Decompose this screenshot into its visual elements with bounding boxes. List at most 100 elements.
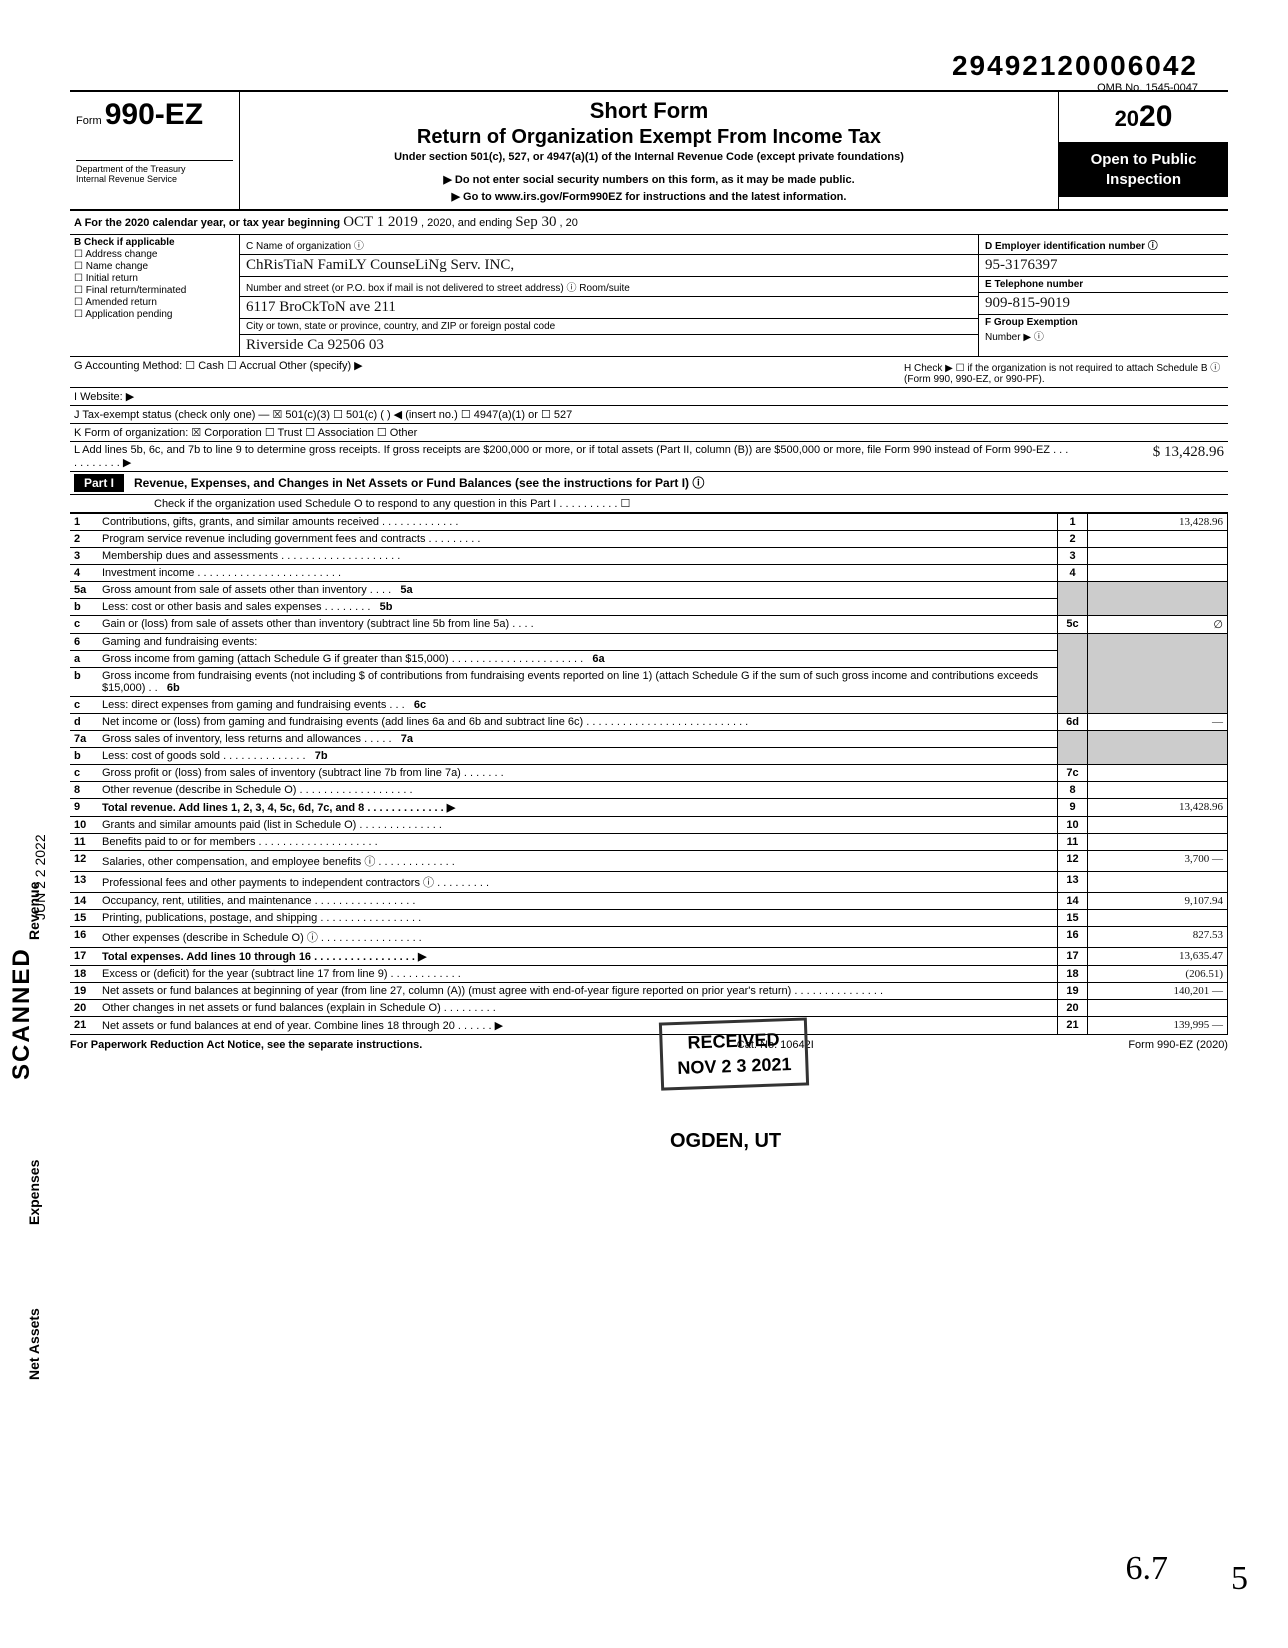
ln-20-txt: Other changes in net assets or fund bala… — [98, 1000, 1058, 1017]
ln-21-txt: Net assets or fund balances at end of ye… — [98, 1017, 1058, 1035]
group-exempt-number: Number ▶ ⓘ — [985, 332, 1044, 343]
phone-value: 909-815-9019 — [985, 295, 1070, 311]
row-g-accounting: G Accounting Method: ☐ Cash ☐ Accrual Ot… — [74, 359, 894, 385]
ln-10-no: 10 — [70, 817, 98, 834]
ln-5ab-shade — [1058, 582, 1088, 616]
row-a-mid: , 2020, and ending — [421, 217, 512, 229]
ln-5c-no: c — [70, 616, 98, 634]
ln-5b-txt: Less: cost or other basis and sales expe… — [102, 601, 370, 613]
footer-left: For Paperwork Reduction Act Notice, see … — [70, 1039, 422, 1051]
ln-16-txt: Other expenses (describe in Schedule O) … — [98, 927, 1058, 948]
addr-value: 6117 BroCkToN ave 211 — [246, 299, 396, 316]
ln-4-txt: Investment income . . . . . . . . . . . … — [98, 565, 1058, 582]
ln-7a-no: 7a — [70, 731, 98, 748]
stamp-ogden: OGDEN, UT — [670, 1130, 781, 1153]
title-return: Return of Organization Exempt From Incom… — [248, 126, 1050, 149]
stamp-received: RECEIVED — [687, 1029, 780, 1052]
page-mark-a: 6.7 — [1126, 1550, 1169, 1588]
ln-5c-txt: Gain or (loss) from sale of assets other… — [98, 616, 1058, 634]
ln-6-shade — [1058, 634, 1088, 714]
cb-final-return[interactable]: Final return/terminated — [74, 285, 235, 296]
dept-irs: Internal Revenue Service — [76, 175, 233, 185]
form-number: 990-EZ — [105, 98, 203, 131]
ln-13-amt — [1088, 872, 1228, 893]
group-exempt-label: F Group Exemption — [985, 317, 1078, 328]
ln-6c-txt: Less: direct expenses from gaming and fu… — [102, 699, 405, 711]
ln-2-amt — [1088, 531, 1228, 548]
ln-7b-txt: Less: cost of goods sold . . . . . . . .… — [102, 750, 306, 762]
row-a-label: A For the 2020 calendar year, or tax yea… — [74, 217, 340, 229]
ln-7a-txt: Gross sales of inventory, less returns a… — [102, 733, 392, 745]
ln-7ab-shade-amt — [1088, 731, 1228, 765]
open-public-1: Open to Public — [1091, 151, 1197, 168]
ln-14-no: 14 — [70, 893, 98, 910]
ln-16-amt: 827.53 — [1088, 927, 1228, 948]
note-url: ▶ Go to www.irs.gov/Form990EZ for instru… — [248, 190, 1050, 203]
city-value: Riverside Ca 92506 03 — [246, 337, 384, 354]
ln-18-txt: Excess or (deficit) for the year (subtra… — [98, 966, 1058, 983]
ln-3-txt: Membership dues and assessments . . . . … — [98, 548, 1058, 565]
row-a-tail: , 20 — [560, 217, 578, 229]
ln-13-no: 13 — [70, 872, 98, 893]
ln-14-txt: Occupancy, rent, utilities, and maintena… — [98, 893, 1058, 910]
ln-18-amt: (206.51) — [1088, 966, 1228, 983]
org-name-value: ChRisTiaN FamiLY CounseLiNg Serv. INC, — [246, 257, 514, 274]
ln-9-amt: 13,428.96 — [1088, 799, 1228, 817]
ln-21-no: 21 — [70, 1017, 98, 1035]
row-k-form-org: K Form of organization: ☒ Corporation ☐ … — [74, 426, 417, 439]
ln-11-no: 11 — [70, 834, 98, 851]
cb-address-change[interactable]: Address change — [74, 249, 235, 260]
ln-19-amt: 140,201 — — [1088, 983, 1228, 1000]
form-prefix: Form — [76, 115, 102, 127]
org-name-label: C Name of organization ⓘ — [246, 237, 364, 252]
ln-11-txt: Benefits paid to or for members . . . . … — [98, 834, 1058, 851]
ln-20-amt — [1088, 1000, 1228, 1017]
ln-13-txt: Professional fees and other payments to … — [98, 872, 1058, 893]
phone-label: E Telephone number — [985, 279, 1083, 290]
part-1-table: 1Contributions, gifts, grants, and simil… — [70, 513, 1228, 1035]
ln-14-amt: 9,107.94 — [1088, 893, 1228, 910]
ln-19-txt: Net assets or fund balances at beginning… — [98, 983, 1058, 1000]
cb-application-pending[interactable]: Application pending — [74, 309, 235, 320]
ln-6b-no: b — [70, 668, 98, 697]
cb-name-change[interactable]: Name change — [74, 261, 235, 272]
ein-label: D Employer identification number ⓘ — [985, 241, 1158, 252]
part-1-check: Check if the organization used Schedule … — [74, 497, 630, 510]
ln-2-txt: Program service revenue including govern… — [98, 531, 1058, 548]
form-header: Form 990-EZ Department of the Treasury I… — [70, 90, 1228, 211]
ln-8-no: 8 — [70, 782, 98, 799]
ln-6b-txt: Gross income from fundraising events (no… — [102, 670, 1038, 694]
ln-3-no: 3 — [70, 548, 98, 565]
ln-9-txt: Total revenue. Add lines 1, 2, 3, 4, 5c,… — [102, 802, 455, 814]
ln-19-no: 19 — [70, 983, 98, 1000]
ln-6c-no: c — [70, 697, 98, 714]
ln-7c-txt: Gross profit or (loss) from sales of inv… — [98, 765, 1058, 782]
part-1-title: Revenue, Expenses, and Changes in Net As… — [134, 474, 704, 492]
ln-21-amt: 139,995 — — [1088, 1017, 1228, 1035]
row-l-gross-receipts: L Add lines 5b, 6c, and 7b to line 9 to … — [74, 444, 1074, 469]
ln-10-amt — [1088, 817, 1228, 834]
title-short-form: Short Form — [248, 98, 1050, 124]
ln-15-no: 15 — [70, 910, 98, 927]
ln-6d-amt: — — [1088, 714, 1228, 731]
tax-year-end: Sep 30 — [515, 214, 556, 230]
year-suffix: 20 — [1139, 100, 1172, 133]
cb-initial-return[interactable]: Initial return — [74, 273, 235, 284]
ln-17-amt: 13,635.47 — [1088, 948, 1228, 966]
scan-date: JUN 2 2 2022 — [32, 834, 48, 920]
document-locator-number: 29492120006042 — [952, 50, 1198, 82]
ln-2-no: 2 — [70, 531, 98, 548]
ln-5a-txt: Gross amount from sale of assets other t… — [102, 584, 391, 596]
addr-label: Number and street (or P.O. box if mail i… — [246, 279, 630, 294]
ln-18-no: 18 — [70, 966, 98, 983]
ln-4-no: 4 — [70, 565, 98, 582]
omb-number: OMB No. 1545-0047 — [1097, 82, 1198, 94]
cb-amended-return[interactable]: Amended return — [74, 297, 235, 308]
ln-3-num: 3 — [1058, 548, 1088, 565]
part-1-label: Part I — [74, 474, 124, 492]
received-stamp: RECEIVED NOV 2 3 2021 — [659, 1017, 809, 1091]
ln-4-amt — [1088, 565, 1228, 582]
ln-1-txt: Contributions, gifts, grants, and simila… — [98, 514, 1058, 531]
row-l-amount: $ 13,428.96 — [1084, 444, 1224, 469]
ln-5b-no: b — [70, 599, 98, 616]
